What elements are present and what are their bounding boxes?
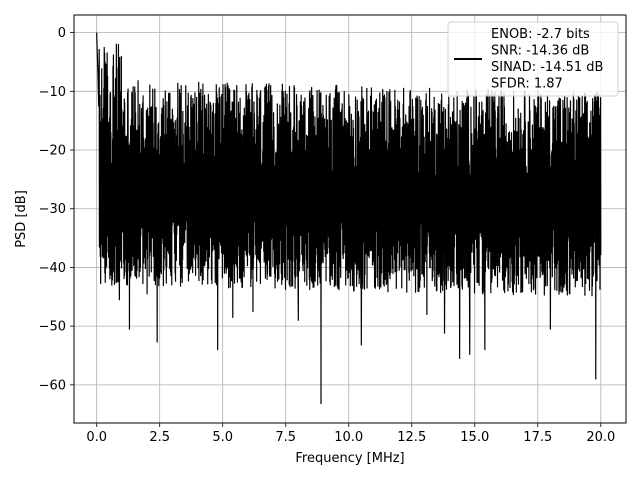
x-axis-ticks: 0.0 2.5 5.0 7.5 10.0 12.5 15.0 17.5 20.0 xyxy=(86,423,615,445)
legend: ENOB: -2.7 bits SNR: -14.36 dB SINAD: -1… xyxy=(447,21,619,97)
x-tick-label: 2.5 xyxy=(149,430,170,445)
psd-line xyxy=(96,32,602,405)
x-axis-label: Frequency [MHz] xyxy=(295,451,404,466)
legend-entry-sinad: SINAD: -14.51 dB xyxy=(491,60,603,75)
x-tick-label: 0.0 xyxy=(86,430,107,445)
psd-series xyxy=(96,32,602,405)
plot-frame xyxy=(73,14,627,424)
y-tick-label: −50 xyxy=(39,320,66,335)
y-tick-label: −30 xyxy=(39,202,66,217)
x-tick-label: 5.0 xyxy=(212,430,233,445)
legend-entry-enob: ENOB: -2.7 bits xyxy=(491,27,590,42)
x-tick-label: 15.0 xyxy=(460,430,489,445)
x-tick-label: 20.0 xyxy=(586,430,615,445)
legend-box xyxy=(447,21,619,97)
x-tick-label: 7.5 xyxy=(275,430,296,445)
y-axis-ticks: 0 −10 −20 −30 −40 −50 −60 xyxy=(39,26,74,393)
x-tick-label: 10.0 xyxy=(334,430,363,445)
y-axis-label: PSD [dB] xyxy=(14,190,29,248)
y-tick-label: −40 xyxy=(39,261,66,276)
y-tick-label: −20 xyxy=(39,144,66,159)
legend-entry-snr: SNR: -14.36 dB xyxy=(491,44,589,59)
legend-entry-sfdr: SFDR: 1.87 xyxy=(491,77,563,92)
x-tick-label: 12.5 xyxy=(397,430,426,445)
y-tick-label: 0 xyxy=(58,26,66,41)
y-tick-label: −60 xyxy=(39,378,66,393)
y-tick-label: −10 xyxy=(39,85,66,100)
x-tick-label: 17.5 xyxy=(523,430,552,445)
